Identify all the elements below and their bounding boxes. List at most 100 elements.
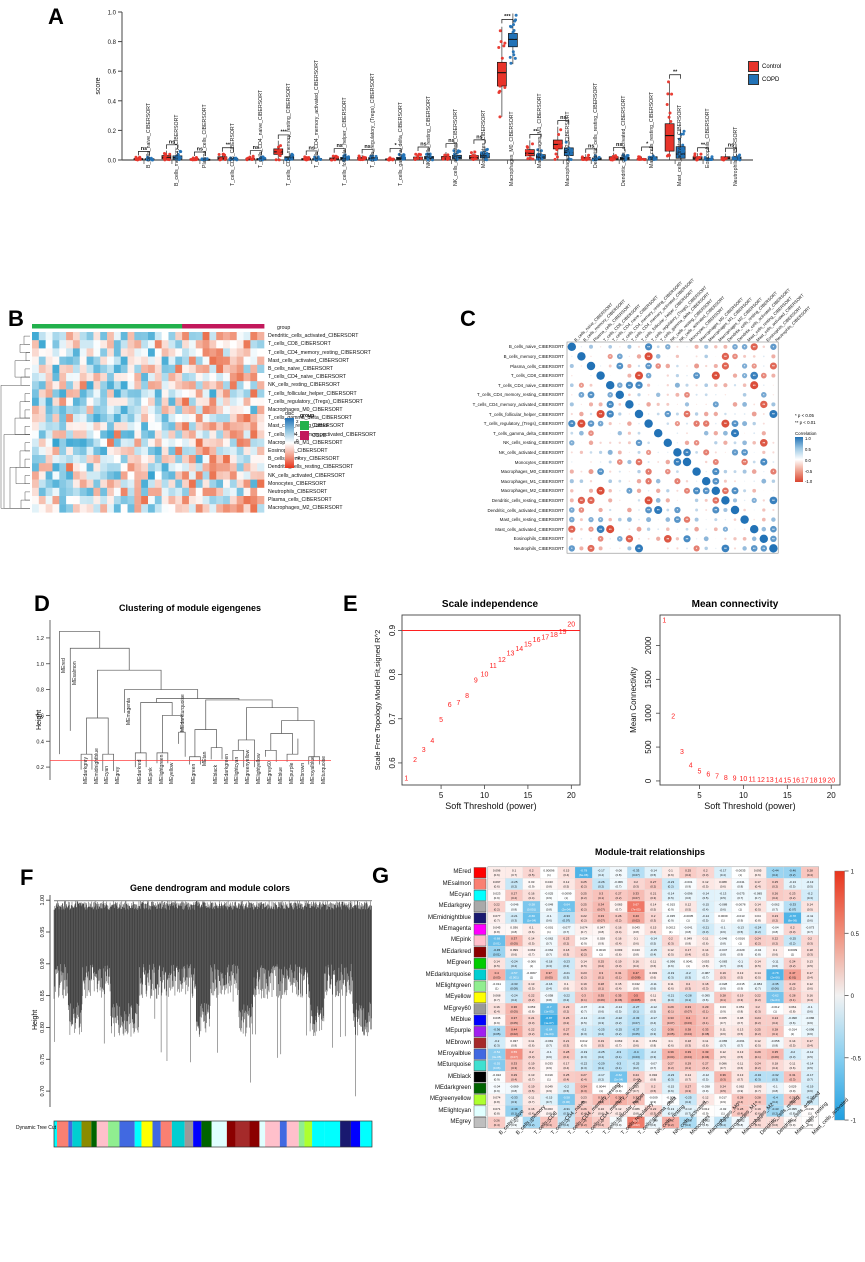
svg-text:*: *: [677, 509, 679, 513]
svg-text:(1): (1): [739, 907, 743, 911]
svg-text:-0.04: -0.04: [754, 948, 761, 952]
svg-text:*: *: [629, 489, 631, 493]
legend-tick-2: 2: [296, 419, 299, 424]
svg-text:(0.7): (0.7): [685, 1112, 691, 1116]
svg-text:(0.5): (0.5): [668, 953, 674, 957]
svg-text:**: **: [647, 355, 650, 359]
svg-text:0.14: 0.14: [790, 1039, 796, 1043]
panel-b-row-label: T_cells_follicular_helper_CIBERSORT: [268, 390, 357, 397]
svg-text:20: 20: [567, 622, 575, 629]
svg-text:(0.04): (0.04): [684, 1055, 692, 1059]
panel-a-xtick-label: Macrophages_M2_CIBERSORT: [565, 111, 572, 186]
svg-text:0.0019: 0.0019: [596, 948, 606, 952]
svg-text:0.12: 0.12: [720, 1050, 726, 1054]
panel-a-xtick-label: T_cells_CD8_CIBERSORT: [229, 123, 236, 186]
svg-text:0.14: 0.14: [755, 971, 761, 975]
svg-text:0.24: 0.24: [720, 1084, 726, 1088]
svg-text:-0.26: -0.26: [598, 880, 605, 884]
svg-text:(0.05): (0.05): [493, 1032, 501, 1036]
svg-text:*: *: [619, 384, 621, 388]
svg-text:(0.2): (0.2): [598, 964, 604, 968]
svg-text:(0.2): (0.2): [598, 885, 604, 889]
svg-text:-0.52: -0.52: [493, 1050, 500, 1054]
svg-text:Soft Threshold (power): Soft Threshold (power): [704, 801, 795, 811]
svg-text:(1): (1): [808, 1112, 812, 1116]
svg-text:0.14: 0.14: [494, 959, 500, 963]
svg-text:18: 18: [550, 632, 558, 639]
svg-text:ns: ns: [476, 134, 482, 140]
svg-text:**: **: [638, 547, 641, 551]
svg-text:0.28: 0.28: [755, 1096, 761, 1100]
svg-text:-0.35: -0.35: [772, 982, 779, 986]
svg-text:**: **: [686, 451, 689, 455]
svg-text:0.16: 0.16: [529, 891, 535, 895]
svg-text:*: *: [763, 374, 765, 378]
svg-text:0.037: 0.037: [510, 1039, 518, 1043]
svg-text:-0.17: -0.17: [719, 869, 726, 873]
svg-text:(0.02): (0.02): [632, 919, 640, 923]
svg-text:-0.058: -0.058: [771, 1039, 780, 1043]
svg-text:*: *: [571, 509, 573, 513]
legend-label-control: Control: [762, 63, 782, 70]
svg-text:(0.7): (0.7): [807, 930, 813, 934]
svg-text:(0.3): (0.3): [546, 964, 552, 968]
svg-text:0.033: 0.033: [545, 1062, 553, 1066]
svg-text:*: *: [619, 537, 621, 541]
panel-a-xtick-label: Plasma_cells_CIBERSORT: [201, 104, 208, 168]
svg-text:0.28: 0.28: [720, 993, 726, 997]
svg-text:(0.5): (0.5): [703, 1078, 709, 1082]
svg-text:(0.6): (0.6): [772, 1123, 778, 1127]
svg-text:0.25: 0.25: [563, 1073, 569, 1077]
svg-text:-0.15: -0.15: [545, 1096, 552, 1100]
svg-text:(0.2): (0.2): [494, 907, 500, 911]
svg-text:-0.17: -0.17: [598, 869, 605, 873]
svg-text:*: *: [725, 528, 727, 532]
svg-text:ns: ns: [420, 142, 426, 148]
svg-text:(0.3): (0.3): [807, 896, 813, 900]
svg-text:(0.4): (0.4): [563, 1078, 569, 1082]
svg-text:(0.8): (0.8): [529, 1009, 535, 1013]
svg-text:0.1: 0.1: [669, 1039, 674, 1043]
svg-text:**: **: [762, 441, 765, 445]
panel-c-row-label: Monocytes_CIBERSORT: [514, 459, 564, 465]
svg-text:5: 5: [698, 768, 702, 775]
svg-text:-0.17: -0.17: [806, 1073, 813, 1077]
svg-text:0.90: 0.90: [40, 958, 46, 969]
svg-text:(0.9): (0.9): [737, 1089, 743, 1093]
svg-text:-0.05: -0.05: [615, 1118, 622, 1122]
svg-text:0.093: 0.093: [615, 948, 623, 952]
svg-text:(0.8): (0.8): [494, 1100, 500, 1104]
svg-text:(0.8): (0.8): [772, 1089, 778, 1093]
panel-e: E Scale independence Mean connectivity 5…: [340, 585, 865, 855]
svg-text:(1): (1): [547, 873, 551, 877]
svg-text:1.0: 1.0: [36, 662, 44, 668]
svg-text:(0.8): (0.8): [790, 1112, 796, 1116]
svg-text:(0.3): (0.3): [563, 1043, 569, 1047]
svg-text:(0.8): (0.8): [720, 953, 726, 957]
svg-text:0.28: 0.28: [790, 1096, 796, 1100]
svg-text:-0.31: -0.31: [563, 1107, 570, 1111]
svg-text:-0.009: -0.009: [666, 1096, 675, 1100]
svg-text:-0.029: -0.029: [736, 948, 745, 952]
svg-text:0.25: 0.25: [772, 880, 778, 884]
svg-text:0.35: 0.35: [598, 993, 604, 997]
svg-text:0.37: 0.37: [511, 937, 517, 941]
svg-text:(0.1): (0.1): [668, 1009, 674, 1013]
svg-text:(0.1): (0.1): [563, 1055, 569, 1059]
svg-text:-0.0035: -0.0035: [735, 869, 746, 873]
panel-b-row-label: T_cells_CD8_CIBERSORT: [268, 341, 331, 348]
svg-text:0.13: 0.13: [807, 959, 813, 963]
panel-b-row-label: T_cells_CD4_naive_CIBERSORT: [268, 374, 347, 381]
svg-text:(0.3): (0.3): [529, 1021, 535, 1025]
svg-text:-0.081: -0.081: [545, 1039, 554, 1043]
svg-text:**: **: [734, 489, 737, 493]
svg-text:(0.4): (0.4): [563, 873, 569, 877]
svg-text:0.4: 0.4: [686, 1016, 691, 1020]
legend-swatch-control: [748, 61, 759, 72]
svg-text:*: *: [667, 470, 669, 474]
svg-text:(0.9): (0.9): [720, 1009, 726, 1013]
svg-text:0.22: 0.22: [494, 903, 500, 907]
legend-tick-0: 0: [296, 438, 299, 443]
svg-text:0.061: 0.061: [789, 1005, 797, 1009]
panel-g-module-label: MEmidnightblue: [427, 914, 471, 921]
